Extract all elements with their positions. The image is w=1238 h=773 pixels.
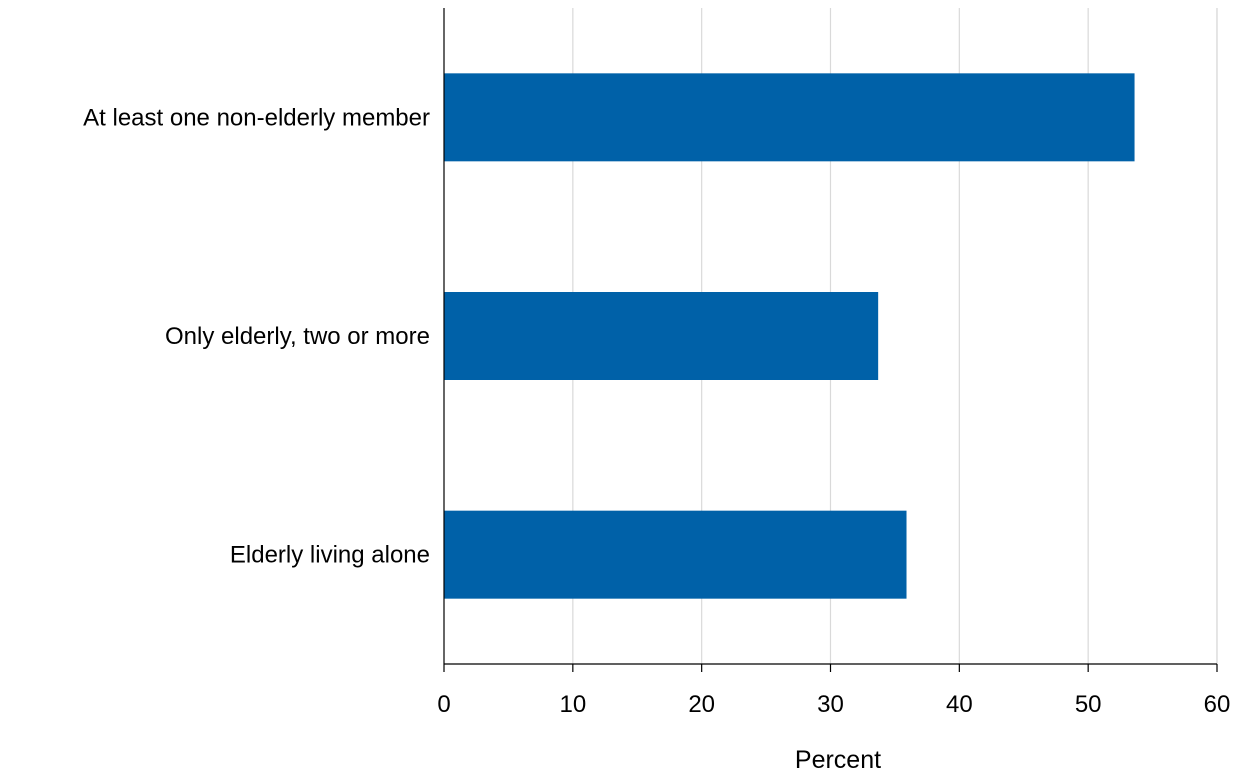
x-axis-title: Percent	[795, 746, 881, 773]
x-tick-label: 0	[437, 691, 450, 718]
x-tick-label: 40	[946, 691, 973, 718]
bars	[444, 73, 1135, 599]
x-tick-label: 20	[688, 691, 715, 718]
x-tick-label: 10	[559, 691, 586, 718]
bar	[444, 73, 1135, 162]
category-label: At least one non-elderly member	[83, 104, 430, 131]
category-labels: At least one non-elderly member Only elde…	[83, 104, 430, 568]
bar	[444, 292, 879, 380]
x-tick-label: 30	[817, 691, 844, 718]
x-tick-label: 60	[1204, 691, 1231, 718]
bar	[444, 510, 907, 599]
category-label: Elderly living alone	[230, 542, 430, 569]
x-tick-labels: 0 10 20 30 40 50 60	[437, 691, 1230, 718]
axes	[443, 8, 1218, 672]
category-label: Only elderly, two or more	[165, 323, 430, 350]
x-tick-label: 50	[1075, 691, 1102, 718]
